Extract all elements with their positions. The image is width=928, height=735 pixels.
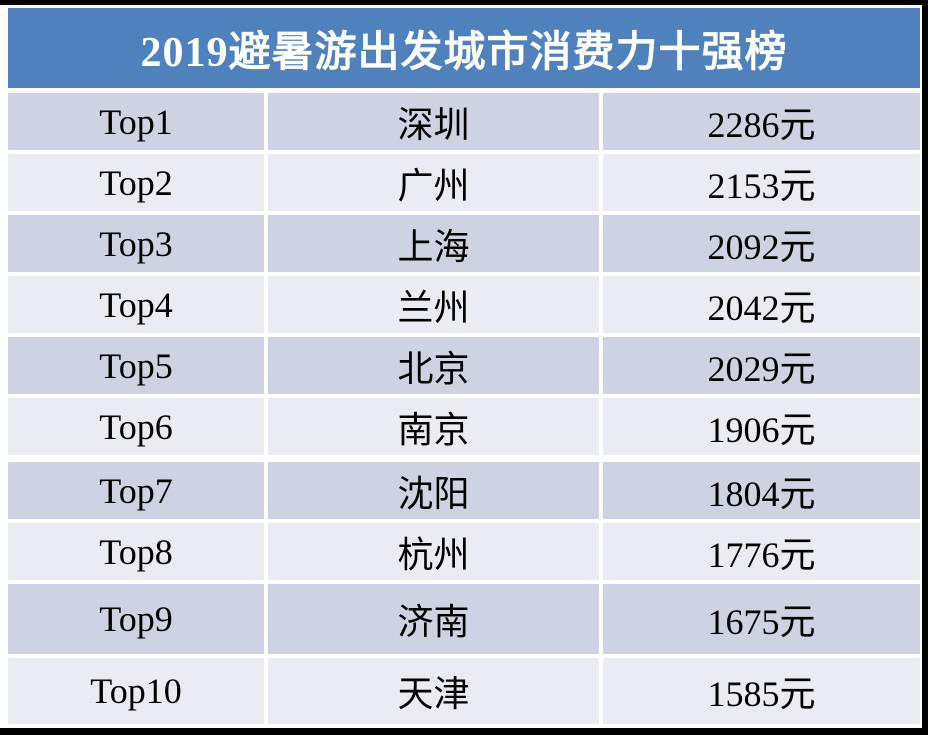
value-cell: 2029元 bbox=[603, 337, 920, 394]
value-cell: 1906元 bbox=[603, 398, 920, 455]
rank-cell: Top3 bbox=[8, 215, 264, 272]
rank-cell: Top1 bbox=[8, 93, 264, 150]
table-row: Top5 北京 2029元 bbox=[8, 337, 920, 394]
table-row: Top1 深圳 2286元 bbox=[8, 93, 920, 150]
city-cell: 深圳 bbox=[268, 93, 599, 150]
table-row: Top3 上海 2092元 bbox=[8, 215, 920, 272]
city-cell: 杭州 bbox=[268, 523, 599, 580]
city-cell: 天津 bbox=[268, 658, 599, 724]
table-row: Top9 济南 1675元 bbox=[8, 584, 920, 654]
rank-cell: Top8 bbox=[8, 523, 264, 580]
rank-cell: Top9 bbox=[8, 584, 264, 654]
rank-cell: Top4 bbox=[8, 276, 264, 333]
value-cell: 2042元 bbox=[603, 276, 920, 333]
value-cell: 1804元 bbox=[603, 462, 920, 519]
value-cell: 1776元 bbox=[603, 523, 920, 580]
rank-cell: Top2 bbox=[8, 154, 264, 211]
table-row: Top10 天津 1585元 bbox=[8, 658, 920, 724]
city-cell: 上海 bbox=[268, 215, 599, 272]
table-row: Top2 广州 2153元 bbox=[8, 154, 920, 211]
value-cell: 1675元 bbox=[603, 584, 920, 654]
city-cell: 南京 bbox=[268, 398, 599, 455]
rank-cell: Top10 bbox=[8, 658, 264, 724]
city-cell: 北京 bbox=[268, 337, 599, 394]
table-row: Top8 杭州 1776元 bbox=[8, 523, 920, 580]
city-cell: 广州 bbox=[268, 154, 599, 211]
city-cell: 济南 bbox=[268, 584, 599, 654]
city-cell: 沈阳 bbox=[268, 462, 599, 519]
rank-cell: Top7 bbox=[8, 462, 264, 519]
table-row: Top4 兰州 2042元 bbox=[8, 276, 920, 333]
table-title: 2019避暑游出发城市消费力十强榜 bbox=[8, 8, 920, 88]
rank-cell: Top6 bbox=[8, 398, 264, 455]
rank-cell: Top5 bbox=[8, 337, 264, 394]
value-cell: 1585元 bbox=[603, 658, 920, 724]
table-row: Top7 沈阳 1804元 bbox=[8, 462, 920, 519]
ranking-table: Top1 深圳 2286元 Top2 广州 2153元 Top3 上海 2092元 Top4 兰州 2… bbox=[8, 93, 920, 724]
city-cell: 兰州 bbox=[268, 276, 599, 333]
value-cell: 2092元 bbox=[603, 215, 920, 272]
value-cell: 2153元 bbox=[603, 154, 920, 211]
table-row: Top6 南京 1906元 bbox=[8, 398, 920, 455]
value-cell: 2286元 bbox=[603, 93, 920, 150]
